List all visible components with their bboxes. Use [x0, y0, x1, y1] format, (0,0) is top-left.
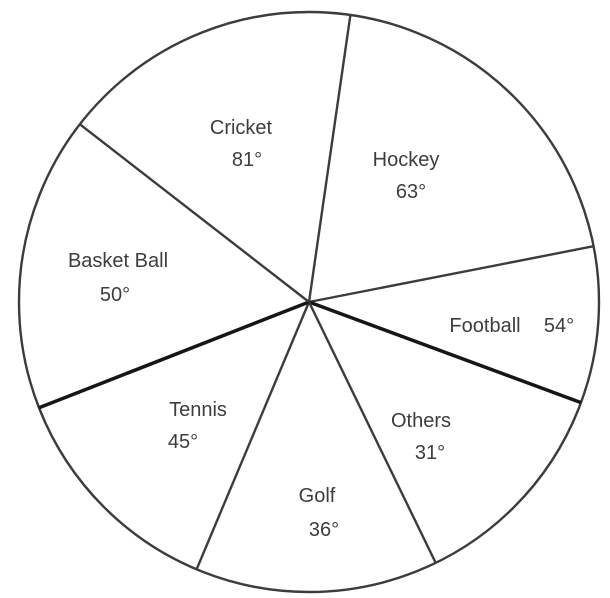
pie-sector-boundary-line: [307, 301, 437, 564]
pie-sector-boundary-line: [308, 300, 582, 405]
pie-sector-boundary-line: [38, 300, 310, 410]
pie-sector-boundary-line: [307, 14, 352, 303]
pie-sector-boundary-line: [308, 245, 594, 304]
pie-sector-boundary-lines: [38, 14, 594, 570]
pie-sector-boundary-line: [195, 301, 311, 570]
pie-sector-boundary-line: [79, 123, 310, 303]
